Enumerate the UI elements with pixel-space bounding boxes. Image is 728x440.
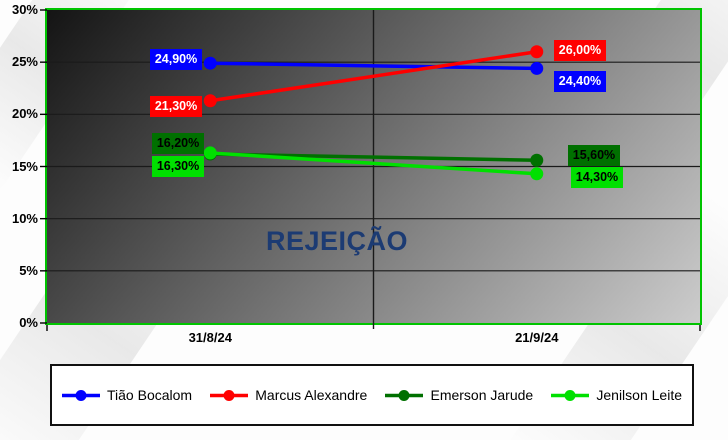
legend-marker-icon — [210, 389, 249, 401]
data-point — [530, 61, 544, 75]
y-axis-label: 25% — [11, 54, 38, 70]
legend-marker-icon — [551, 389, 590, 401]
legend-label: Jenilson Leite — [596, 387, 682, 403]
y-axis-label: 15% — [11, 158, 38, 174]
data-point — [530, 167, 544, 181]
data-label: 16,30% — [151, 156, 205, 178]
x-axis-label: 31/8/24 — [188, 330, 232, 345]
legend-label: Marcus Alexandre — [255, 387, 368, 403]
y-axis-label: 10% — [11, 210, 38, 226]
data-label: 14,30% — [570, 167, 624, 189]
legend-item: Emerson Jarude — [385, 387, 533, 403]
data-label: 24,90% — [149, 48, 203, 70]
data-label: 24,40% — [553, 70, 607, 92]
data-point — [203, 146, 217, 160]
y-axis-label: 30% — [11, 2, 38, 17]
series-line — [209, 50, 538, 103]
data-label: 26,00% — [553, 40, 607, 62]
legend-label: Emerson Jarude — [430, 387, 534, 403]
data-point — [203, 56, 217, 70]
data-point — [530, 45, 544, 59]
legend-marker-icon — [385, 389, 424, 401]
y-axis-label: 0% — [19, 315, 38, 330]
legend-item: Tião Bocalom — [62, 387, 192, 403]
chart-title: REJEIÇÃO — [265, 226, 409, 256]
y-axis-label: 5% — [19, 262, 38, 278]
series-line — [210, 151, 537, 176]
legend-item: Marcus Alexandre — [210, 387, 367, 403]
data-point — [203, 94, 217, 108]
data-label: 21,30% — [149, 96, 203, 118]
x-axis-label: 21/9/24 — [515, 330, 559, 345]
data-label: 15,60% — [567, 144, 621, 166]
legend-marker-icon — [62, 389, 100, 401]
series-line — [210, 61, 537, 71]
data-point — [530, 153, 544, 167]
legend: Tião Bocalom Marcus Alexandre Emerson Jaru… — [50, 364, 694, 426]
data-label: 16,20% — [151, 133, 205, 155]
legend-label: Tião Bocalom — [107, 387, 193, 403]
legend-item: Jenilson Leite — [551, 387, 682, 403]
y-axis-label: 20% — [11, 106, 38, 122]
